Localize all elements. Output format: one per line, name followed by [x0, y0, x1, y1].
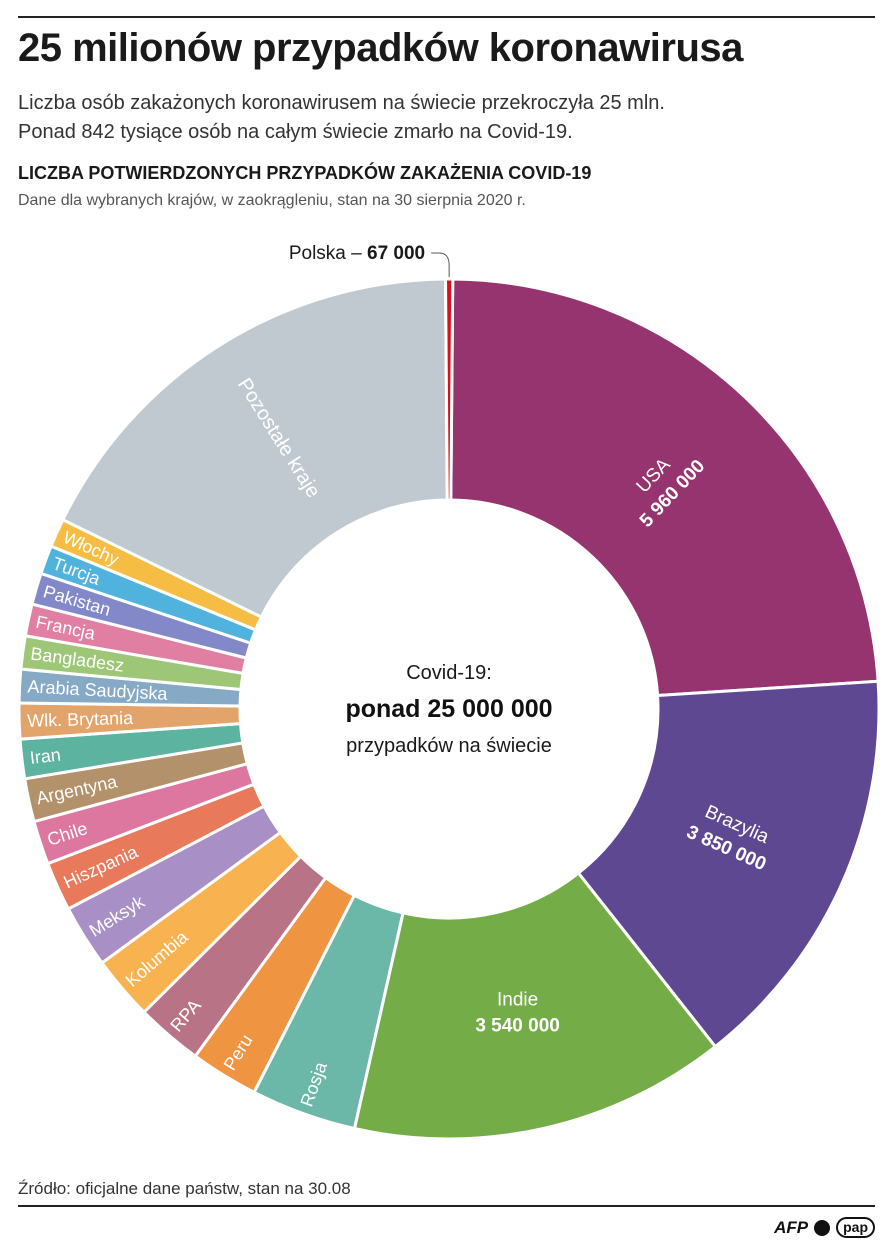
slice-usa — [449, 277, 880, 698]
callout-prefix-polska: Polska – — [289, 243, 367, 264]
slice-indie — [352, 870, 718, 1141]
slice-pozostale-kraje — [60, 277, 449, 620]
slice-brazylia — [576, 679, 881, 1049]
slice-label-indie: Indie — [497, 989, 538, 1010]
callout-label-polska: Polska – 67 000 — [289, 243, 425, 264]
lead-line-2: Ponad 842 tysiące osób na całym świecie … — [18, 121, 573, 143]
center-label-top: Covid-19: — [406, 662, 492, 684]
pap-logo: pap — [836, 1217, 875, 1238]
bottom-rule — [18, 1205, 875, 1207]
center-total-value: ponad 25 000 000 — [345, 695, 552, 723]
top-rule — [18, 16, 875, 18]
chart-title: LICZBA POTWIERDZONYCH PRZYPADKÓW ZAKAŻEN… — [18, 163, 592, 183]
afp-dot-icon — [814, 1219, 831, 1236]
afp-logo: AFP — [774, 1217, 809, 1237]
chart-subtitle: Dane dla wybranych krajów, w zaokrągleni… — [18, 192, 526, 209]
center-label-bottom: przypadków na świecie — [346, 735, 552, 757]
source-note: Źródło: oficjalne dane państw, stan na 3… — [18, 1179, 351, 1198]
lead-line-1: Liczba osób zakażonych koronawirusem na … — [18, 92, 665, 114]
slice-label-group-indie: Indie 3 540 000 — [475, 989, 560, 1036]
page-title: 25 milionów przypadków koronawirusa — [18, 26, 743, 70]
slice-polska — [444, 277, 455, 502]
slice-label-wlk-brytania: Wlk. Brytania — [27, 708, 135, 731]
callout-value-polska: 67 000 — [367, 243, 425, 264]
slice-value-indie: 3 540 000 — [475, 1015, 560, 1036]
slice-label-iran: Iran — [29, 745, 62, 768]
callout-line-polska — [431, 252, 450, 277]
agency-logos: AFP pap — [774, 1217, 875, 1238]
